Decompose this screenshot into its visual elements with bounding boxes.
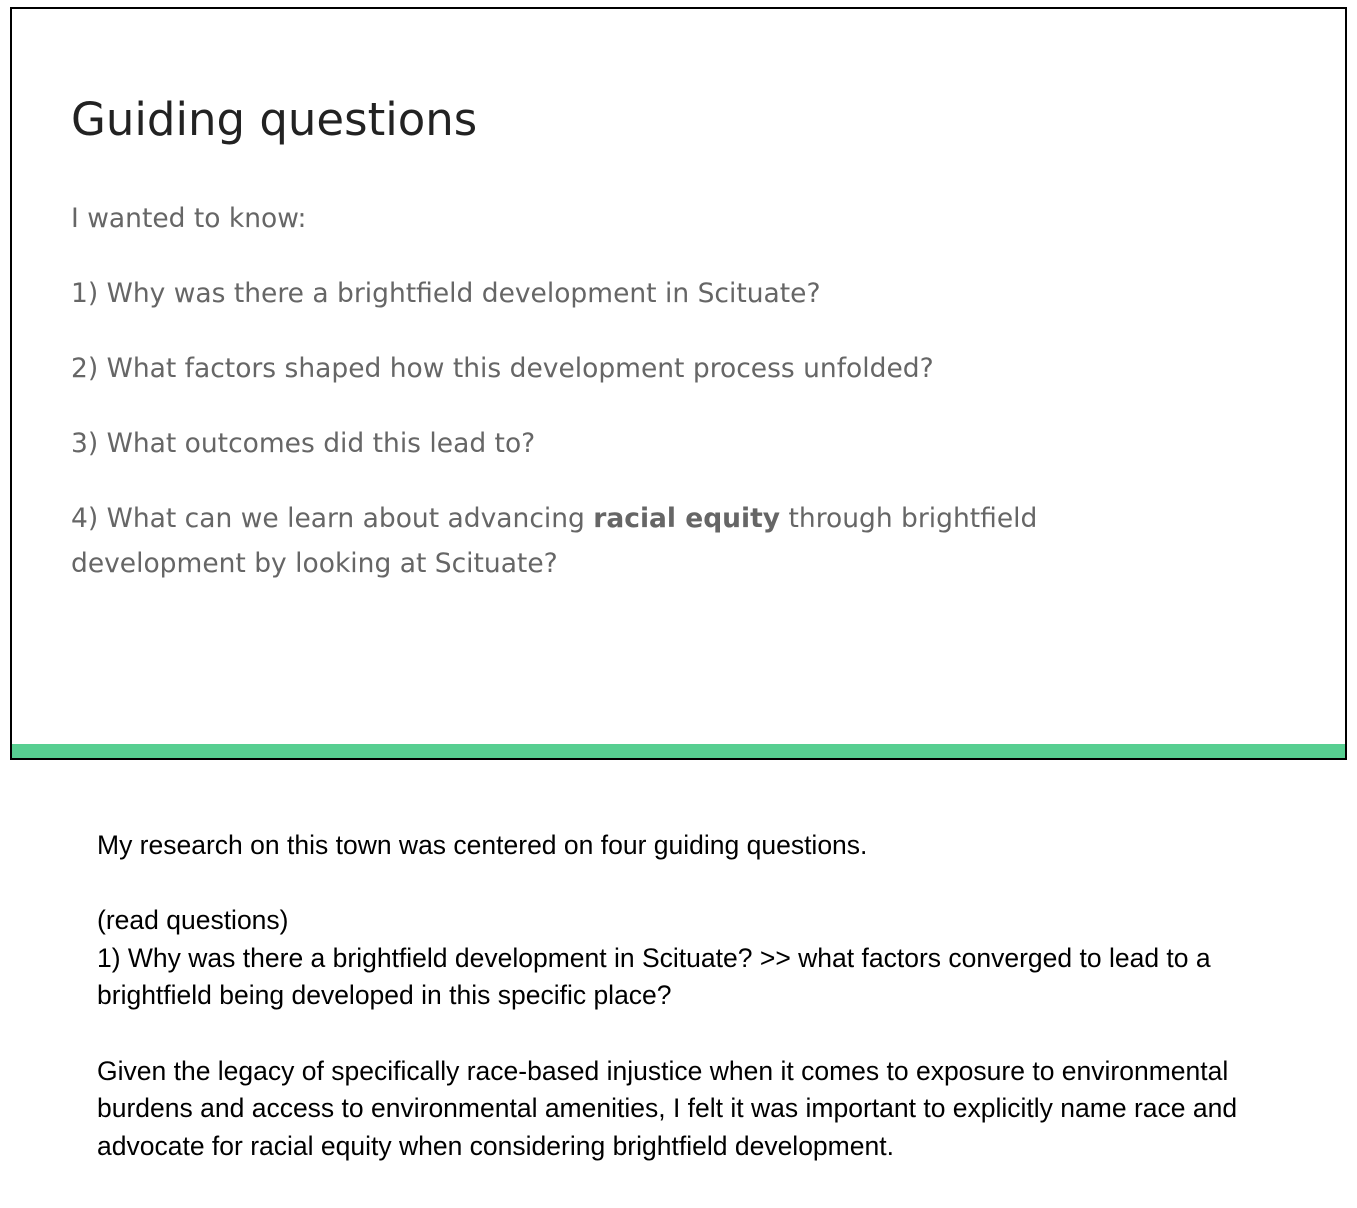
accent-bar [12, 744, 1345, 758]
question-2: 2) What factors shaped how this developm… [71, 353, 934, 384]
slide-title: Guiding questions [71, 93, 478, 146]
notes-spacer [97, 1015, 1287, 1053]
question-1: 1) Why was there a brightfield developme… [71, 278, 821, 309]
slide-frame: Guiding questions I wanted to know: 1) W… [10, 7, 1347, 760]
notes-spacer [97, 865, 1287, 903]
intro-text: I wanted to know: [71, 203, 307, 234]
question-4-end: through brightfield development by looki… [71, 503, 1038, 579]
notes-line-1: My research on this town was centered on… [97, 830, 868, 860]
notes-line-4: Given the legacy of specifically race-ba… [97, 1055, 1238, 1161]
notes-line-3: 1) Why was there a brightfield developme… [97, 942, 1211, 1011]
question-4-start: 4) What can we learn about advancing [71, 503, 594, 534]
speaker-notes: My research on this town was centered on… [97, 827, 1287, 1165]
slide-body: I wanted to know: 1) Why was there a bri… [71, 196, 1171, 616]
question-4: 4) What can we learn about advancing rac… [71, 496, 1171, 586]
question-3: 3) What outcomes did this lead to? [71, 428, 536, 459]
notes-line-2: (read questions) [97, 905, 289, 936]
racial-equity-emphasis: racial equity [593, 503, 781, 534]
